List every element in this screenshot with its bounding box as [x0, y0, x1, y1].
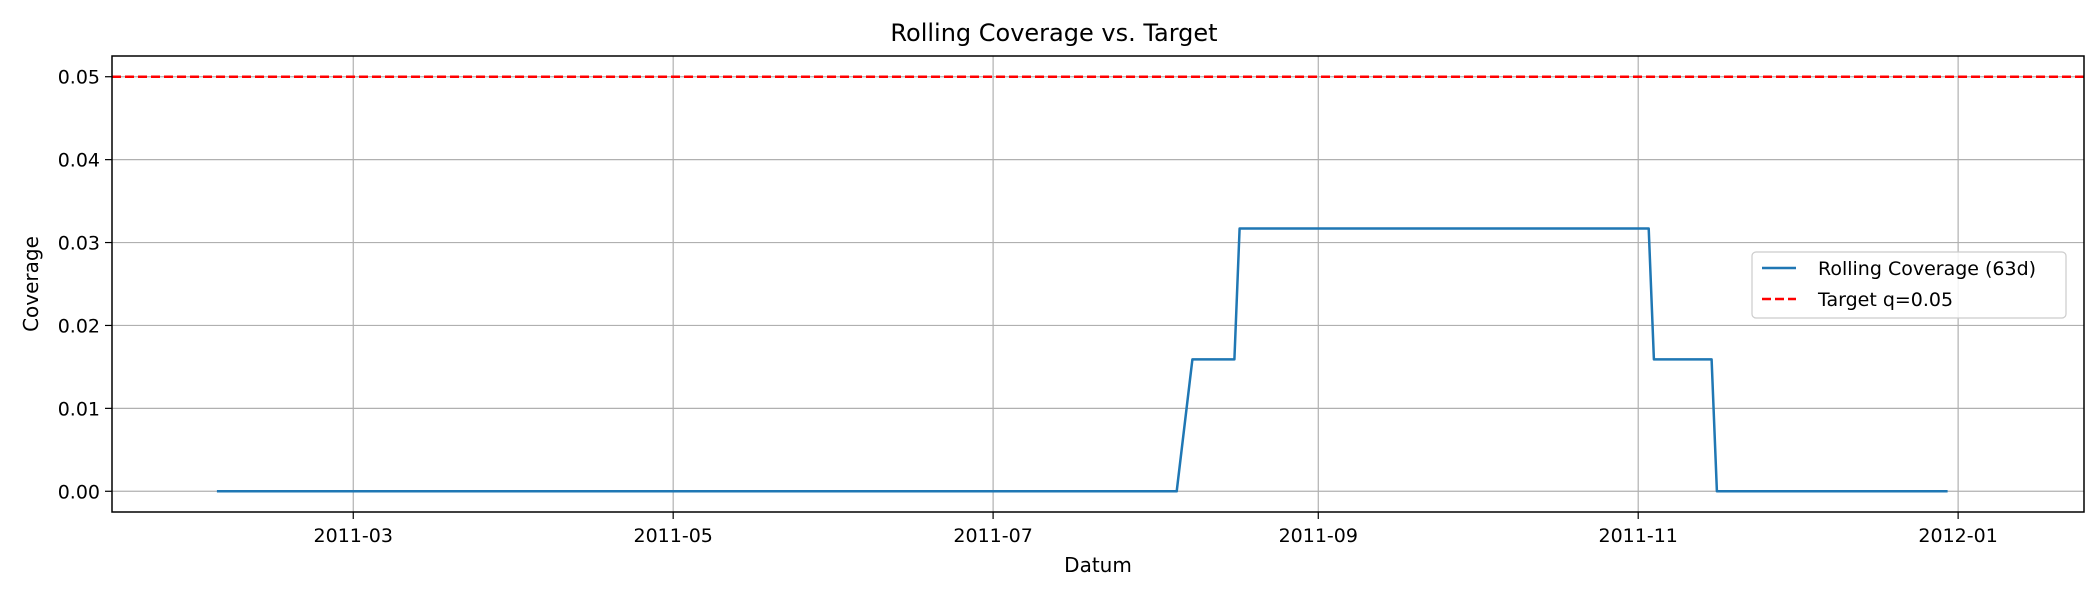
legend-box — [1751, 251, 2067, 319]
plot-frame — [111, 55, 2085, 513]
x-tick-label: 2011-07 — [953, 525, 1032, 547]
y-tick-label: 0.02 — [58, 315, 100, 337]
legend-label: Target q=0.05 — [1817, 289, 1953, 311]
x-tick-label: 2011-05 — [633, 525, 712, 547]
y-tick-label: 0.03 — [58, 233, 100, 255]
series-layer — [112, 75, 2084, 493]
rolling-coverage-line — [216, 227, 1948, 493]
y-axis: 0.00 0.01 0.02 0.03 0.04 0.05 — [58, 67, 112, 503]
y-tick-label: 0.01 — [58, 398, 100, 420]
y-tick-label: 0.00 — [58, 481, 100, 503]
x-tick-label: 2011-09 — [1279, 525, 1358, 547]
legend-label: Rolling Coverage (63d) — [1818, 258, 2036, 280]
x-axis-label: Datum — [1064, 553, 1132, 577]
x-axis: 2011-03 2011-05 2011-07 2011-09 2011-11 2012-… — [314, 512, 1998, 547]
x-tick-label: 2011-11 — [1599, 525, 1678, 547]
y-tick-label: 0.05 — [58, 67, 100, 89]
y-axis-label: Coverage — [19, 236, 43, 332]
legend: Rolling Coverage (63d) Target q=0.05 — [1751, 251, 2067, 319]
x-tick-label: 2012-01 — [1918, 525, 1997, 547]
chart-title: Rolling Coverage vs. Target — [890, 19, 1217, 47]
y-tick-label: 0.04 — [58, 150, 100, 172]
x-tick-label: 2011-03 — [314, 525, 393, 547]
